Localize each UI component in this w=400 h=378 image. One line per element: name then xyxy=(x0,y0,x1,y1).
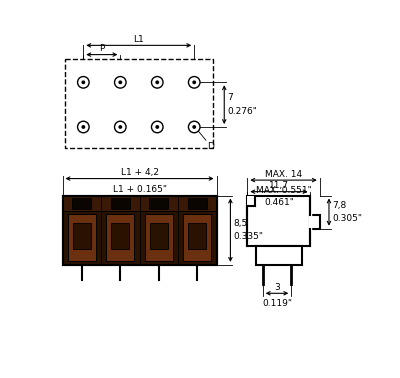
Circle shape xyxy=(155,125,159,129)
Text: L1 + 4,2: L1 + 4,2 xyxy=(120,168,158,177)
Bar xyxy=(72,198,92,209)
Text: 3: 3 xyxy=(274,283,280,292)
Bar xyxy=(145,214,173,261)
Bar xyxy=(247,195,310,246)
Bar xyxy=(256,246,302,265)
Circle shape xyxy=(78,77,89,88)
Text: 11,7: 11,7 xyxy=(269,181,289,190)
Bar xyxy=(188,198,207,209)
Text: L1: L1 xyxy=(134,35,144,44)
Text: 0.461": 0.461" xyxy=(264,198,294,207)
Bar xyxy=(73,223,91,249)
Text: 8,5: 8,5 xyxy=(234,219,248,228)
Circle shape xyxy=(114,77,126,88)
Bar xyxy=(62,195,216,265)
Bar xyxy=(188,223,206,249)
Circle shape xyxy=(82,125,85,129)
Circle shape xyxy=(114,121,126,133)
Bar xyxy=(62,195,216,211)
Circle shape xyxy=(152,121,163,133)
Circle shape xyxy=(155,81,159,84)
Circle shape xyxy=(188,77,200,88)
Text: L1 + 0.165": L1 + 0.165" xyxy=(112,185,166,194)
Bar xyxy=(184,214,211,261)
Text: 0.119": 0.119" xyxy=(262,299,292,308)
Circle shape xyxy=(82,81,85,84)
Circle shape xyxy=(192,125,196,129)
Text: D: D xyxy=(208,142,214,151)
Bar xyxy=(247,195,255,206)
Text: MAX. 14: MAX. 14 xyxy=(265,170,302,178)
Text: 0.276": 0.276" xyxy=(227,107,257,116)
Text: MAX. 0.551": MAX. 0.551" xyxy=(256,186,312,195)
Bar xyxy=(106,214,134,261)
Bar xyxy=(68,214,96,261)
Circle shape xyxy=(118,125,122,129)
Bar xyxy=(111,223,129,249)
Bar xyxy=(310,215,320,229)
Circle shape xyxy=(78,121,89,133)
Bar xyxy=(150,223,168,249)
Text: 0.335": 0.335" xyxy=(234,232,264,242)
Circle shape xyxy=(118,81,122,84)
Bar xyxy=(111,198,130,209)
Text: P: P xyxy=(99,44,104,53)
Text: 7,8: 7,8 xyxy=(332,201,346,210)
Circle shape xyxy=(188,121,200,133)
Text: 7: 7 xyxy=(227,93,233,102)
Bar xyxy=(149,198,168,209)
Bar xyxy=(62,195,216,265)
Bar xyxy=(65,59,213,148)
Circle shape xyxy=(152,77,163,88)
Circle shape xyxy=(192,81,196,84)
Text: 0.305": 0.305" xyxy=(332,214,362,223)
